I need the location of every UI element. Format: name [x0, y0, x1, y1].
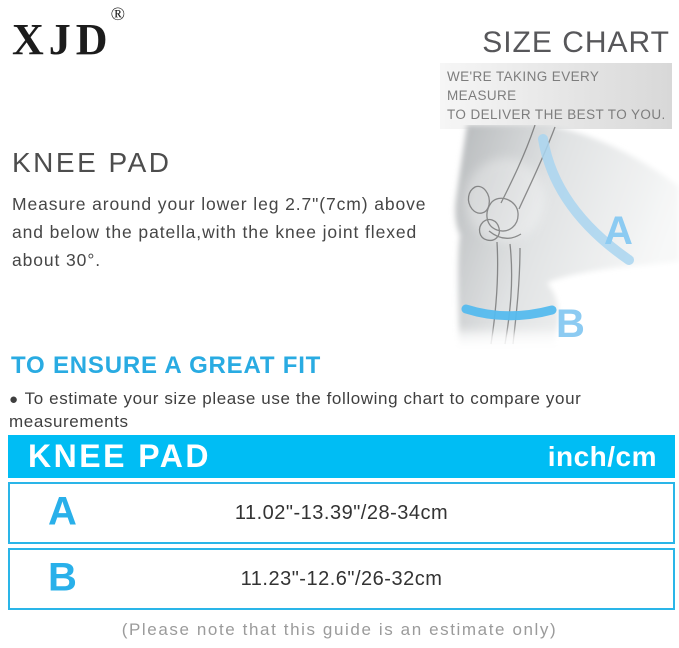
instruction-line-2: and below the patella,with the knee join… [12, 222, 418, 242]
size-table-units-header: inch/cm [547, 440, 657, 472]
registered-trademark-icon: ® [110, 4, 125, 25]
fit-section-note: ● To estimate your size please use the fo… [9, 388, 581, 433]
measuring-instructions: Measure around your lower leg 2.7"(7cm) … [12, 190, 426, 274]
xray-highlight [465, 158, 545, 242]
row-b-value: 11.23"-12.6"/26-32cm [240, 567, 443, 590]
size-table-header: KNEE PAD inch/cm [8, 435, 675, 478]
tagline-line-1: WE'RE TAKING EVERY MEASURE [447, 69, 600, 103]
fit-note-line-2: measurements [9, 412, 129, 431]
size-chart-title: SIZE CHART [480, 26, 672, 68]
brand-logo-text: XJD [12, 15, 113, 64]
row-a-value: 11.02"-13.39"/28-34cm [234, 501, 449, 524]
brand-logo: XJD® [12, 4, 125, 65]
size-table: KNEE PAD inch/cm A 11.02"-13.39"/28-34cm… [8, 435, 675, 610]
product-name: KNEE PAD [12, 147, 172, 178]
fit-note-line-1: ● To estimate your size please use the fo… [9, 388, 581, 411]
measure-band-a [538, 134, 634, 265]
size-table-product-header: KNEE PAD [28, 438, 211, 474]
bullet-icon: ● [9, 391, 19, 408]
row-b-label: B [48, 555, 77, 600]
row-a-label: A [48, 489, 77, 534]
tagline-box: WE'RE TAKING EVERY MEASURE TO DELIVER TH… [440, 63, 672, 129]
knee-illustration: A B [439, 124, 679, 354]
marker-b-label: B [556, 302, 585, 346]
tagline-line-2: TO DELIVER THE BEST TO YOU. [447, 107, 666, 122]
fit-note-text: To estimate your size please use the fol… [24, 389, 582, 408]
table-row: A 11.02"-13.39"/28-34cm [8, 482, 675, 544]
instruction-line-3: about 30°. [12, 250, 101, 270]
fit-section-heading: TO ENSURE A GREAT FIT [11, 352, 322, 379]
disclaimer-text: (Please note that this guide is an estim… [121, 620, 558, 639]
instruction-line-1: Measure around your lower leg 2.7"(7cm) … [12, 194, 427, 214]
calf-fade [439, 332, 589, 354]
table-row: B 11.23"-12.6"/26-32cm [8, 548, 675, 610]
marker-a-label: A [604, 209, 633, 253]
measure-band-b [461, 304, 557, 321]
knee-xray-graphic: A B [439, 124, 679, 354]
